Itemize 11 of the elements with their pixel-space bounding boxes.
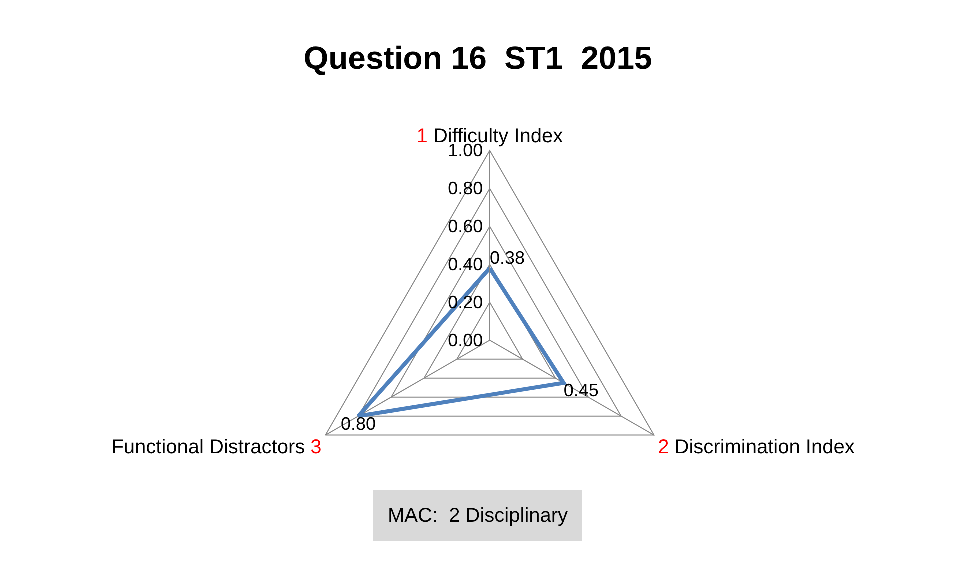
chart-title: Question 16 ST1 2015 (304, 40, 652, 76)
data-label: 0.45 (564, 380, 599, 401)
y-tick-label: 0.80 (448, 178, 484, 199)
data-label: 0.38 (490, 248, 525, 268)
spoke-label: Functional Distractors 3 (112, 436, 322, 459)
spoke-label: 2 Discrimination Index (658, 436, 855, 459)
y-tick-label: 0.00 (448, 330, 484, 350)
text: MAC: 2 Disciplinary (388, 505, 568, 527)
y-tick-label: 0.40 (448, 254, 484, 274)
data-label: 0.80 (341, 414, 376, 434)
y-tick-label: 0.60 (448, 216, 484, 237)
